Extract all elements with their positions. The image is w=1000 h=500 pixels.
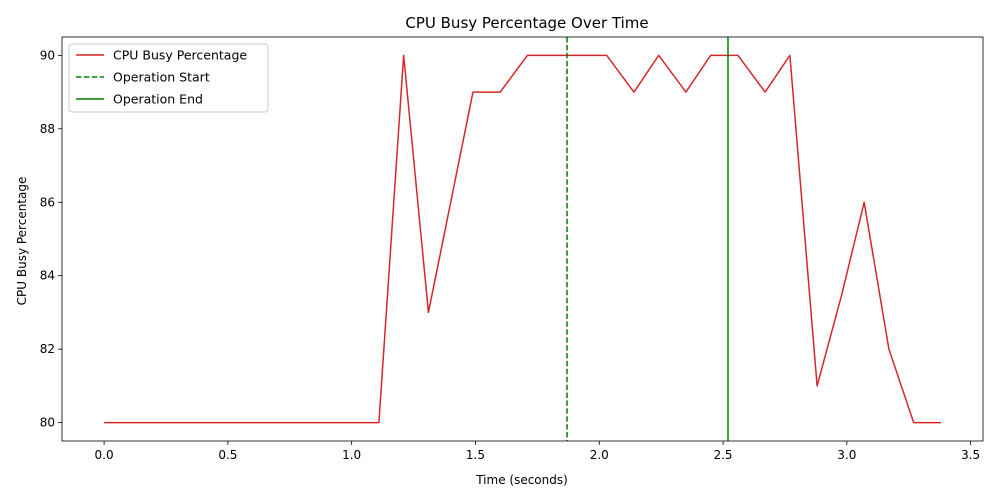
chart-title: CPU Busy Percentage Over Time xyxy=(405,14,648,32)
x-tick-label: 0.0 xyxy=(95,448,114,462)
y-tick-label: 84 xyxy=(40,269,55,283)
x-tick-label: 3.0 xyxy=(837,448,856,462)
y-tick-label: 80 xyxy=(40,416,55,430)
y-tick-label: 88 xyxy=(40,122,55,136)
x-tick-label: 1.5 xyxy=(466,448,485,462)
axes: 0.0 0.5 1.0 1.5 2.0 2.5 3.0 3.5 80 82 84 86 88 90 xyxy=(40,36,984,462)
x-axis-label: Time (seconds) xyxy=(475,473,568,487)
x-tick-label: 0.5 xyxy=(218,448,237,462)
y-tick-label: 82 xyxy=(40,342,55,356)
plot-area xyxy=(104,37,941,441)
y-axis-label: CPU Busy Percentage xyxy=(15,177,29,306)
legend-label: Operation Start xyxy=(113,70,210,85)
series-line-0 xyxy=(104,54,941,424)
x-tick-label: 1.0 xyxy=(342,448,361,462)
legend-label: CPU Busy Percentage xyxy=(113,48,247,63)
legend: CPU Busy Percentage Operation Start Operat… xyxy=(68,43,269,113)
y-tick-label: 86 xyxy=(40,195,55,209)
legend-box xyxy=(68,43,269,113)
plot-frame xyxy=(61,36,984,442)
x-tick-label: 3.5 xyxy=(961,448,980,462)
legend-label: Operation End xyxy=(113,92,203,107)
y-tick-label: 90 xyxy=(40,48,55,62)
x-tick-label: 2.5 xyxy=(713,448,732,462)
x-tick-label: 2.0 xyxy=(590,448,609,462)
